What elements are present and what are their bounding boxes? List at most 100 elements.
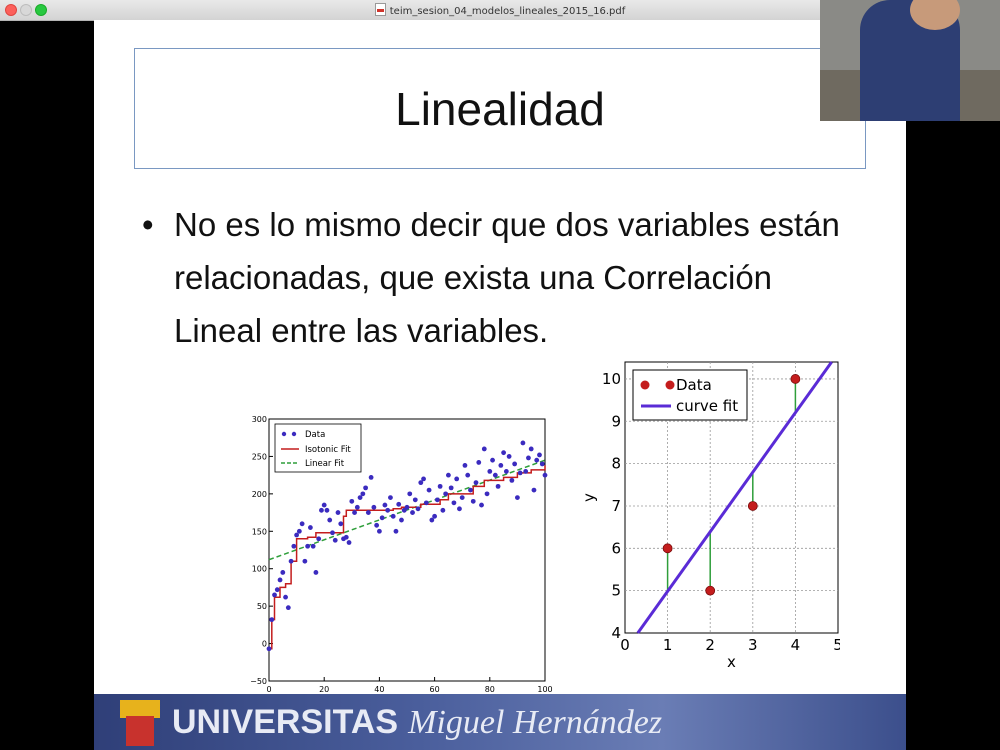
legend-data-label: Data xyxy=(676,376,712,394)
data-point xyxy=(335,510,341,515)
data-point xyxy=(539,461,545,467)
isotonic-fit-line xyxy=(269,465,546,650)
y-tick-label: 150 xyxy=(252,527,267,536)
data-point xyxy=(379,515,385,521)
data-point xyxy=(296,528,302,534)
data-point xyxy=(537,452,542,458)
banner-universitas: UNIVERSITAS xyxy=(172,703,399,741)
data-point xyxy=(484,491,490,497)
y-tick-label: 10 xyxy=(602,370,621,388)
close-window-button[interactable] xyxy=(5,4,17,16)
curve-fit-chart: 0 1 2 3 4 5 4 5 6 7 8 9 10 x y Data curve fit xyxy=(580,361,840,671)
y-tick-label: 300 xyxy=(252,415,267,424)
data-point xyxy=(515,495,520,500)
x-tick-label: 20 xyxy=(319,685,329,694)
y-tick-label: 100 xyxy=(252,565,267,574)
data-point xyxy=(354,504,360,510)
y-tick-label: 5 xyxy=(611,582,621,600)
data-point xyxy=(382,502,388,508)
legend-isotonic-label: Isotonic Fit xyxy=(305,445,351,455)
x-tick-label: 1 xyxy=(663,636,673,654)
data-point xyxy=(274,587,280,593)
data-point xyxy=(396,501,402,507)
data-point xyxy=(501,450,506,456)
data-point xyxy=(385,507,391,513)
data-point xyxy=(299,521,305,527)
data-point xyxy=(360,491,366,497)
data-point xyxy=(412,497,418,503)
data-point xyxy=(459,495,465,500)
data-point xyxy=(283,594,288,600)
legend-data-marker xyxy=(665,380,675,390)
data-point xyxy=(357,495,363,500)
x-axis-label: x xyxy=(727,653,736,671)
data-point xyxy=(526,455,531,461)
data-point xyxy=(457,506,462,512)
window-titlebar: teim_sesion_04_modelos_lineales_2015_16.… xyxy=(0,0,1000,21)
x-tick-label: 0 xyxy=(620,636,630,654)
zoom-window-button[interactable] xyxy=(35,4,47,16)
data-point xyxy=(332,537,338,543)
data-point xyxy=(349,498,355,504)
data-point xyxy=(440,507,446,513)
data-point xyxy=(319,507,324,513)
banner-text: UNIVERSITAS Miguel Hernández xyxy=(172,702,662,742)
data-point xyxy=(506,454,512,459)
data-point xyxy=(432,513,437,519)
data-point xyxy=(330,530,335,536)
bullet-dot: • xyxy=(142,206,154,243)
slide: Linealidad • No es lo mismo decir que do… xyxy=(94,20,906,750)
x-tick-label: 80 xyxy=(485,685,495,694)
data-point xyxy=(465,472,471,478)
banner-miguel-hernandez: Miguel Hernández xyxy=(408,704,663,741)
data-point xyxy=(520,440,526,446)
data-point xyxy=(410,510,415,515)
y-tick-label: 9 xyxy=(611,412,621,430)
y-tick-label: 4 xyxy=(611,624,621,642)
y-tick-label: 50 xyxy=(257,602,267,611)
x-tick-label: 5 xyxy=(833,636,840,654)
data-point xyxy=(288,558,294,564)
curve-fit-chart-plot: 0 1 2 3 4 5 4 5 6 7 8 9 10 x y Data curve fit xyxy=(580,361,840,671)
data-point xyxy=(338,521,344,527)
y-tick-label: 8 xyxy=(611,455,621,473)
x-tick-label: 4 xyxy=(791,636,801,654)
data-point xyxy=(498,463,504,468)
data-point xyxy=(343,534,349,540)
document-title: teim_sesion_04_modelos_lineales_2015_16.… xyxy=(0,3,1000,17)
data-point xyxy=(528,446,534,452)
legend-data-marker xyxy=(291,431,297,437)
y-tick-label: −50 xyxy=(250,677,267,686)
data-point xyxy=(492,472,498,478)
data-point xyxy=(291,543,297,549)
data-point xyxy=(423,500,429,506)
data-point xyxy=(468,487,473,493)
isotonic-chart-plot: 0 20 40 60 80 100−50050100150200250300DataIso… xyxy=(250,415,553,694)
data-point xyxy=(426,487,432,493)
isotonic-chart: 0 20 40 60 80 100−50050100150200250300DataIso… xyxy=(250,415,553,694)
data-point xyxy=(327,517,333,523)
data-point xyxy=(476,460,482,465)
data-point xyxy=(272,592,277,598)
data-point xyxy=(388,495,393,500)
data-point xyxy=(495,483,501,489)
y-axis-label: y xyxy=(580,493,598,502)
minimize-window-button[interactable] xyxy=(20,4,32,16)
data-point xyxy=(470,498,476,504)
data-point xyxy=(747,501,758,511)
data-point xyxy=(310,543,316,549)
data-point xyxy=(523,469,529,474)
legend-box xyxy=(274,423,362,473)
y-tick-label: 6 xyxy=(611,539,621,557)
document-file-name: teim_sesion_04_modelos_lineales_2015_16.… xyxy=(389,6,626,17)
data-point xyxy=(404,504,410,510)
data-point xyxy=(365,510,371,515)
data-point xyxy=(542,472,548,478)
y-tick-label: 0 xyxy=(262,640,267,649)
data-point xyxy=(451,500,457,506)
data-point xyxy=(407,491,413,497)
data-point xyxy=(434,497,440,503)
data-point xyxy=(374,522,380,528)
data-point xyxy=(377,528,382,534)
data-point xyxy=(481,446,487,452)
